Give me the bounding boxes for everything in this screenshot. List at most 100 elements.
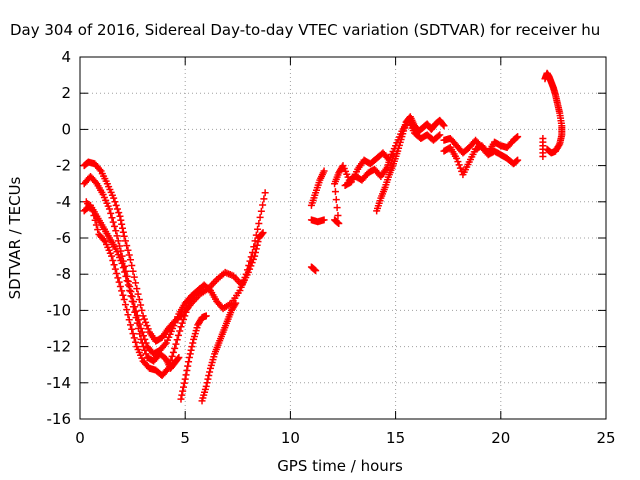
data-point	[129, 267, 137, 275]
data-point	[135, 296, 143, 304]
data-point	[124, 246, 132, 254]
data-point	[203, 379, 211, 387]
data-point	[139, 312, 147, 320]
data-point	[514, 156, 522, 164]
data-point	[250, 243, 258, 251]
data-point	[175, 353, 183, 361]
grid-lines	[80, 57, 606, 419]
x-tick-label: 5	[180, 429, 190, 447]
data-point	[180, 383, 188, 391]
data-point	[174, 331, 182, 339]
data-point	[260, 195, 268, 203]
data-point	[140, 332, 148, 340]
data-point	[126, 256, 134, 264]
data-point	[129, 303, 137, 311]
data-point	[122, 272, 130, 280]
data-series	[341, 116, 444, 190]
data-point	[123, 242, 131, 250]
data-point	[186, 350, 194, 358]
data-series	[177, 312, 210, 403]
data-point	[89, 207, 97, 215]
data-point	[136, 330, 144, 338]
data-point	[133, 319, 141, 327]
data-point	[177, 395, 185, 403]
data-point	[163, 366, 171, 374]
data-point	[134, 325, 142, 332]
data-point	[137, 335, 145, 343]
data-point	[178, 319, 186, 327]
data-point	[92, 178, 100, 186]
data-point	[182, 308, 190, 316]
data-point	[181, 312, 189, 320]
data-point	[182, 371, 190, 379]
data-point	[114, 274, 122, 282]
data-point	[123, 277, 131, 285]
y-tick-label: -6	[56, 229, 71, 247]
data-point	[334, 212, 342, 220]
data-point	[116, 283, 124, 291]
data-point	[173, 336, 181, 344]
data-point	[142, 350, 150, 358]
data-series	[307, 167, 328, 275]
data-point	[118, 220, 126, 228]
data-point	[185, 353, 193, 361]
data-point	[202, 382, 210, 390]
data-point	[454, 158, 462, 166]
data-point	[247, 253, 255, 261]
y-tick-label: -16	[47, 410, 72, 428]
data-point	[456, 164, 464, 172]
data-point	[238, 280, 246, 288]
data-point	[181, 375, 189, 383]
data-point	[312, 267, 320, 275]
data-point	[115, 278, 123, 286]
data-point	[320, 216, 328, 224]
data-point	[243, 266, 251, 274]
data-point	[108, 214, 116, 222]
data-point	[256, 213, 264, 221]
data-point	[114, 237, 122, 245]
data-point	[171, 344, 179, 352]
data-point	[252, 231, 260, 239]
data-point	[92, 221, 100, 229]
data-point	[90, 212, 98, 220]
data-point	[141, 346, 149, 354]
data-point	[119, 228, 127, 236]
data-point	[128, 325, 136, 333]
data-point	[109, 218, 117, 226]
data-point	[255, 220, 263, 228]
data-point	[144, 325, 152, 333]
data-point	[188, 343, 196, 351]
data-point	[435, 132, 443, 140]
data-point	[261, 189, 269, 197]
data-series	[539, 69, 566, 161]
data-point	[138, 339, 146, 347]
data-point	[127, 292, 135, 300]
data-point	[169, 348, 177, 356]
data-point	[180, 315, 188, 323]
data-point	[231, 301, 239, 309]
data-point	[236, 286, 244, 294]
data-point	[113, 269, 121, 277]
data-point	[109, 256, 117, 264]
data-point	[174, 355, 182, 363]
y-tick-label: -4	[56, 193, 71, 211]
data-point	[140, 343, 148, 351]
data-point	[110, 194, 118, 202]
y-tick-label: -10	[47, 301, 72, 319]
data-point	[113, 232, 121, 240]
data-point	[119, 224, 127, 232]
data-series	[198, 299, 240, 405]
y-tick-label: -14	[47, 374, 72, 392]
data-point	[120, 296, 128, 304]
data-point	[132, 307, 140, 315]
data-point	[111, 222, 119, 230]
data-point	[115, 209, 123, 217]
data-point	[254, 225, 262, 233]
axis-ticks	[79, 56, 607, 420]
data-point	[140, 315, 148, 323]
data-series	[440, 134, 522, 168]
data-point	[332, 196, 340, 204]
x-tick-label: 15	[386, 429, 405, 447]
y-tick-labels: 4 2 0 -2 -4 -6 -8 -10 -12 -14 -16	[47, 48, 72, 428]
data-point	[202, 312, 210, 320]
